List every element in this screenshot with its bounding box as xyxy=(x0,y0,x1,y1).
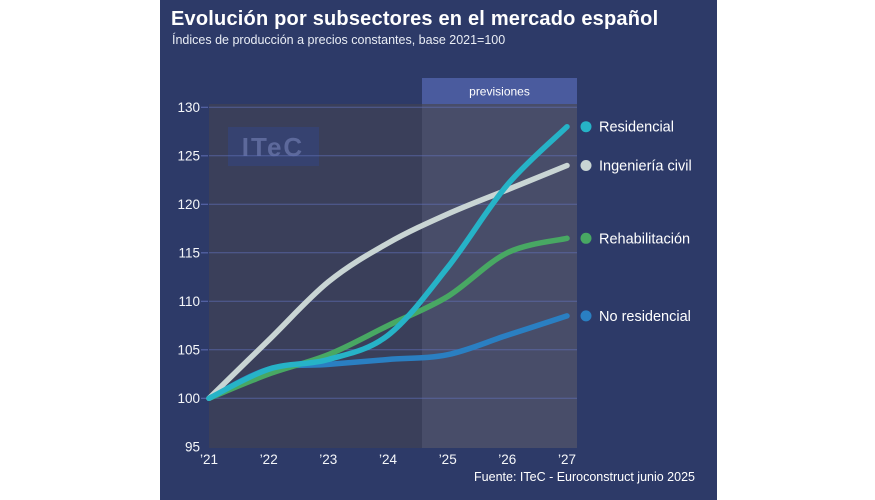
x-axis-label: ’27 xyxy=(558,452,576,467)
series-line xyxy=(206,162,570,402)
legend-dot xyxy=(580,310,592,322)
y-axis-label: 130 xyxy=(177,100,200,115)
y-axis-label: 110 xyxy=(178,294,200,309)
legend-label: Residencial xyxy=(599,120,674,136)
legend-dot xyxy=(580,121,592,133)
x-axis-label: ’26 xyxy=(498,452,516,467)
x-axis-label: ’24 xyxy=(379,452,398,467)
source-caption: Fuente: ITeC - Euroconstruct junio 2025 xyxy=(474,470,695,484)
forecast-region-background xyxy=(422,104,577,448)
legend-label: Ingeniería civil xyxy=(599,159,692,175)
chart-subtitle: Índices de producción a precios constant… xyxy=(172,33,506,47)
legend-label: Rehabilitación xyxy=(599,231,690,247)
legend-dot xyxy=(580,232,592,244)
forecast-label: previsiones xyxy=(469,85,530,99)
x-axis-label: ’21 xyxy=(200,452,218,467)
x-axis-label: ’22 xyxy=(260,452,278,467)
chart-title: Evolución por subsectores en el mercado … xyxy=(171,8,659,30)
y-axis-label: 95 xyxy=(185,439,200,454)
line-chart: previsiones ITeC 95 100 105 110 115 120 125 130 ’2… xyxy=(177,78,692,467)
watermark-box xyxy=(228,127,319,166)
y-axis-label: 120 xyxy=(177,197,200,212)
watermark-logo: ITeC xyxy=(242,132,304,162)
y-axis-label: 100 xyxy=(177,391,200,406)
series-line xyxy=(206,123,570,402)
y-axis-label: 125 xyxy=(177,148,200,163)
x-axis-label: ’23 xyxy=(319,452,337,467)
x-axis-label: ’25 xyxy=(439,452,457,467)
series-line xyxy=(206,235,570,402)
forecast-label-box xyxy=(422,78,577,104)
legend-label: No residencial xyxy=(599,309,691,325)
y-axis-label: 115 xyxy=(178,245,200,260)
legend-dot xyxy=(580,160,592,171)
y-axis-label: 105 xyxy=(177,342,200,357)
infographic-panel: Evolución por subsectores en el mercado … xyxy=(160,0,717,500)
